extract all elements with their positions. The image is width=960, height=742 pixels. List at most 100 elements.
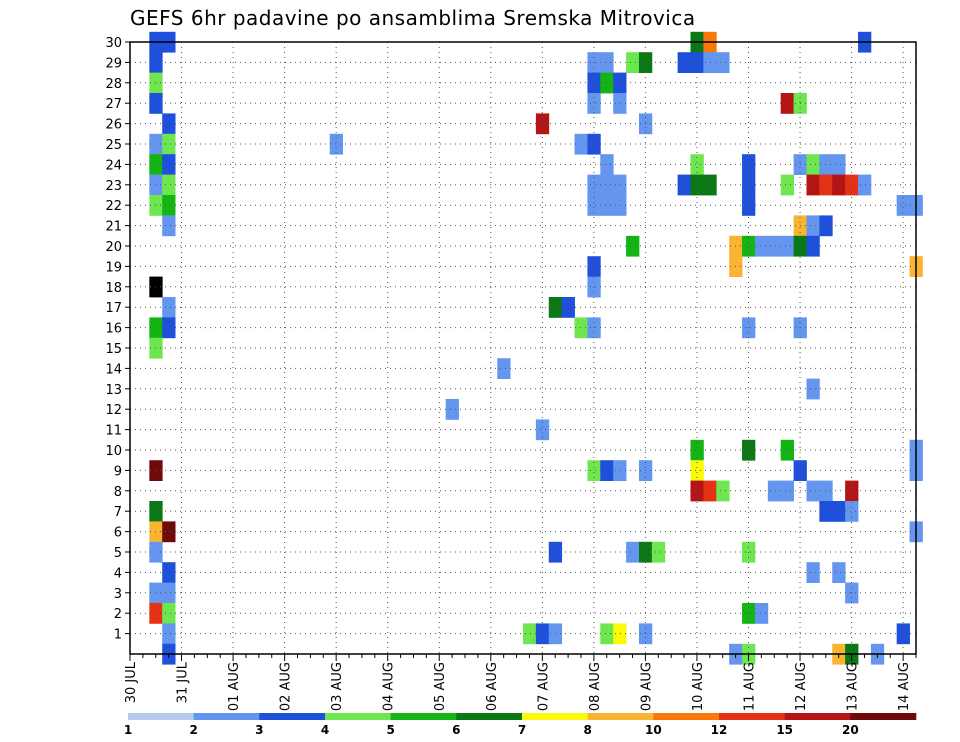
heatmap-cell	[716, 52, 730, 73]
heatmap-cell	[832, 174, 846, 196]
heatmap-cell	[806, 215, 820, 237]
heatmap-cell	[162, 603, 176, 624]
legend-swatch	[587, 713, 654, 720]
x-tick-label: 12 AUG	[794, 662, 809, 711]
y-tick-label: 1	[114, 628, 122, 643]
chart-title: GEFS 6hr padavine po ansamblima Sremska …	[130, 6, 696, 30]
heatmap-cell	[613, 623, 627, 645]
heatmap-cell	[535, 419, 550, 441]
y-tick-label: 16	[105, 322, 122, 337]
heatmap-cell	[162, 133, 176, 155]
heatmap-cell	[819, 480, 833, 502]
heatmap-cell	[162, 317, 176, 339]
heatmap-cell	[742, 195, 756, 216]
heatmap-cell	[523, 623, 537, 645]
heatmap-cell	[162, 174, 176, 196]
heatmap-cell	[845, 480, 859, 502]
heatmap-cell	[600, 623, 614, 645]
x-tick-label: 04 AUG	[382, 662, 397, 711]
heatmap-cell	[574, 133, 588, 155]
heatmap-cell	[819, 174, 833, 196]
heatmap-cell	[162, 195, 176, 216]
plot-frame	[129, 41, 917, 655]
y-tick-label: 12	[105, 403, 122, 418]
x-tick-label: 05 AUG	[433, 662, 448, 711]
heatmap-cell	[600, 460, 614, 481]
heatmap-cell	[587, 133, 601, 155]
heatmap-cell	[600, 154, 614, 175]
heatmap-cell	[651, 541, 666, 563]
heatmap-cell	[535, 623, 550, 645]
legend-swatch	[259, 713, 326, 720]
heatmap-cell	[613, 93, 627, 114]
legend-swatch	[325, 713, 391, 720]
x-tick-label: 11 AUG	[742, 662, 757, 711]
y-tick-label: 19	[105, 260, 122, 275]
heatmap-cell	[600, 195, 614, 216]
heatmap-cell	[742, 439, 756, 461]
y-tick-label: 22	[105, 199, 122, 214]
y-tick-label: 27	[105, 97, 122, 112]
heatmap-cell	[742, 174, 756, 196]
legend-label: 15	[776, 723, 793, 737]
heatmap-cell	[162, 113, 176, 135]
heatmap-cell	[845, 501, 859, 522]
y-tick-label: 24	[105, 158, 122, 173]
heatmap-cell	[819, 215, 833, 237]
heatmap-cell	[613, 174, 627, 196]
heatmap-cell	[896, 195, 910, 216]
heatmap-cell	[754, 235, 769, 257]
heatmap-cell	[600, 52, 614, 73]
x-tick-label: 01 AUG	[227, 662, 242, 711]
heatmap-cell	[806, 174, 820, 196]
heatmap-cell	[600, 174, 614, 196]
y-tick-label: 20	[105, 240, 122, 255]
y-tick-label: 8	[114, 485, 122, 500]
heatmap-cell	[780, 93, 794, 114]
legend-label: 3	[255, 723, 263, 737]
heatmap-cell	[587, 174, 601, 196]
y-tick-label: 10	[105, 444, 122, 459]
y-tick-label: 28	[105, 77, 122, 92]
x-tick-label: 30 JUL	[124, 661, 139, 703]
legend-label: 7	[518, 723, 526, 737]
heatmap-cell	[754, 603, 769, 624]
y-tick-label: 30	[105, 36, 122, 51]
y-tick-label: 9	[114, 464, 122, 479]
heatmap-cell	[613, 460, 627, 481]
heatmap-cell	[162, 521, 176, 543]
x-tick-label: 09 AUG	[639, 662, 654, 711]
heatmap-cell	[819, 501, 833, 522]
heatmap-cell	[587, 460, 601, 481]
legend-label: 20	[842, 723, 859, 737]
x-tick-label: 06 AUG	[485, 662, 500, 711]
x-tick-label: 02 AUG	[279, 662, 294, 711]
y-tick-label: 11	[105, 424, 122, 439]
heatmap-cell	[767, 480, 782, 502]
heatmap-cell	[742, 154, 756, 175]
legend-label: 1	[124, 723, 132, 737]
y-axis: 1234567891011121314151617181920212223242…	[105, 36, 130, 643]
heatmap-cell	[162, 562, 176, 583]
legend-swatch	[128, 713, 194, 720]
legend-label: 4	[321, 723, 329, 737]
y-tick-label: 3	[114, 587, 122, 602]
heatmap-cell	[716, 480, 730, 502]
x-axis: 30 JUL 31 JUL 01 AUG 02 AUG 03 AUG 04 AUG 05 A…	[124, 654, 917, 711]
heatmap-cell	[767, 235, 782, 257]
heatmap-cell	[613, 72, 627, 94]
heatmap-cell	[896, 623, 910, 645]
heatmap-cell	[780, 235, 794, 257]
legend-label: 2	[189, 723, 197, 737]
x-tick-label: 07 AUG	[536, 662, 551, 711]
y-tick-label: 7	[114, 505, 122, 520]
y-tick-label: 25	[105, 138, 122, 153]
y-tick-label: 23	[105, 179, 122, 194]
y-tick-label: 26	[105, 118, 122, 133]
legend-swatch	[522, 713, 588, 720]
y-tick-label: 5	[114, 546, 122, 561]
heatmap-cell	[677, 52, 691, 73]
legend-label: 12	[711, 723, 728, 737]
heatmap-cell	[329, 133, 344, 155]
